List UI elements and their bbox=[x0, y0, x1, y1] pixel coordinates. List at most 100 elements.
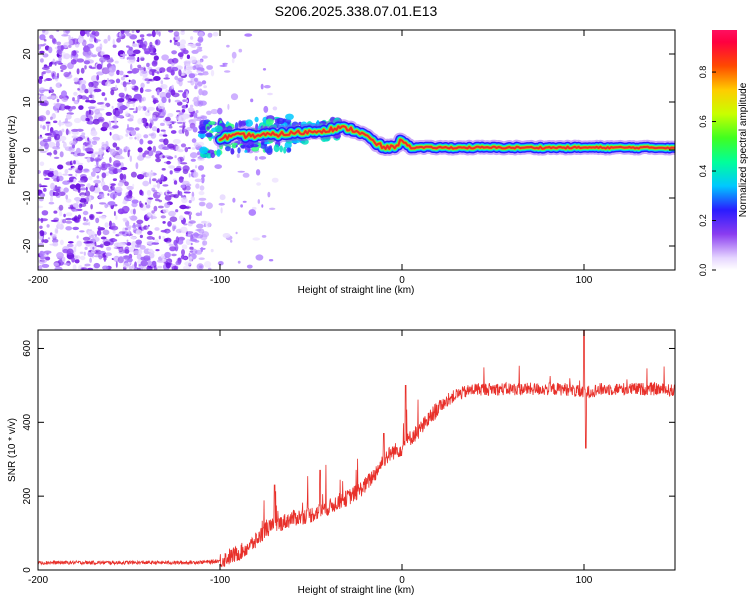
noise-dot bbox=[220, 207, 223, 214]
noise-dot bbox=[113, 246, 117, 249]
noise-dot bbox=[89, 99, 96, 104]
noise-dot bbox=[263, 85, 271, 89]
noise-dot bbox=[79, 79, 87, 85]
noise-dot bbox=[179, 215, 184, 221]
noise-dot bbox=[73, 77, 79, 83]
noise-dot bbox=[95, 211, 103, 214]
noise-dot bbox=[183, 60, 191, 65]
noise-dot bbox=[257, 199, 260, 204]
noise-dot bbox=[192, 65, 197, 70]
noise-dot bbox=[173, 31, 180, 37]
noise-dot bbox=[43, 187, 47, 192]
ridge-blob bbox=[245, 140, 255, 149]
noise-dot bbox=[217, 107, 223, 115]
noise-dot bbox=[193, 171, 199, 178]
noise-dot bbox=[56, 98, 60, 103]
noise-dot bbox=[158, 199, 163, 203]
noise-dot bbox=[141, 37, 145, 41]
noise-dot bbox=[198, 191, 205, 196]
noise-dot bbox=[196, 263, 204, 270]
noise-dot bbox=[79, 251, 84, 254]
ridge-blob bbox=[254, 116, 259, 123]
noise-dot bbox=[139, 87, 144, 94]
noise-dot bbox=[89, 185, 96, 192]
noise-dot bbox=[82, 236, 90, 241]
noise-dot bbox=[135, 244, 140, 248]
noise-dot bbox=[190, 236, 195, 239]
noise-dot bbox=[146, 204, 151, 209]
ridge-blob bbox=[316, 120, 320, 128]
noise-dot bbox=[134, 261, 137, 268]
noise-dot bbox=[181, 249, 185, 256]
noise-dot bbox=[157, 178, 161, 183]
noise-dot bbox=[101, 67, 110, 75]
noise-dot bbox=[38, 243, 45, 246]
noise-dot bbox=[115, 215, 118, 220]
noise-dot bbox=[138, 44, 142, 48]
noise-dot bbox=[87, 267, 94, 270]
noise-dot bbox=[59, 64, 67, 71]
noise-dot bbox=[127, 118, 134, 122]
noise-dot bbox=[61, 128, 65, 133]
noise-dot bbox=[130, 79, 136, 85]
noise-dot bbox=[204, 261, 212, 268]
noise-dot bbox=[261, 204, 264, 208]
noise-dot bbox=[141, 117, 148, 124]
noise-dot bbox=[195, 42, 202, 47]
noise-dot bbox=[84, 246, 88, 250]
noise-dot bbox=[141, 97, 144, 102]
noise-dot bbox=[76, 235, 79, 239]
noise-dot bbox=[180, 39, 186, 46]
noise-dot bbox=[116, 69, 120, 76]
noise-dot bbox=[151, 126, 158, 132]
noise-dot bbox=[91, 249, 96, 254]
noise-dot bbox=[38, 78, 43, 84]
noise-dot bbox=[177, 101, 183, 106]
snr-series-line bbox=[38, 330, 675, 568]
noise-dot bbox=[176, 110, 181, 113]
noise-dot bbox=[90, 171, 96, 177]
noise-dot bbox=[135, 229, 143, 235]
noise-dot bbox=[124, 86, 127, 92]
noise-dot bbox=[205, 202, 213, 209]
snr-ytick-label: 200 bbox=[22, 487, 33, 504]
noise-dot bbox=[166, 156, 174, 160]
noise-dot bbox=[151, 242, 160, 245]
ridge-blob bbox=[244, 149, 248, 153]
noise-dot bbox=[189, 104, 194, 108]
noise-dot bbox=[116, 168, 123, 173]
noise-dot bbox=[180, 30, 185, 36]
noise-dot bbox=[72, 203, 79, 208]
noise-dot bbox=[189, 238, 197, 242]
noise-dot bbox=[161, 54, 169, 61]
noise-dot bbox=[61, 34, 69, 37]
noise-dot bbox=[49, 151, 52, 157]
noise-dot bbox=[112, 230, 116, 234]
noise-dot bbox=[117, 98, 125, 103]
noise-dot bbox=[180, 184, 186, 189]
noise-dot bbox=[39, 161, 45, 167]
noise-dot bbox=[86, 157, 91, 163]
noise-dot bbox=[192, 30, 201, 33]
noise-dot bbox=[73, 56, 79, 60]
noise-dot bbox=[189, 56, 197, 64]
noise-dot bbox=[195, 212, 201, 217]
noise-dot bbox=[84, 263, 91, 267]
noise-dot bbox=[171, 57, 179, 64]
noise-dot bbox=[159, 92, 167, 97]
noise-dot bbox=[178, 176, 184, 183]
ridge-blob bbox=[291, 139, 301, 144]
noise-dot bbox=[39, 150, 47, 153]
noise-dot bbox=[177, 77, 184, 82]
noise-dot bbox=[100, 236, 107, 240]
noise-dot bbox=[115, 162, 122, 167]
noise-dot bbox=[55, 82, 62, 88]
noise-dot bbox=[128, 216, 132, 219]
noise-dot bbox=[91, 30, 96, 35]
noise-dot bbox=[178, 44, 186, 49]
noise-dot bbox=[182, 122, 186, 129]
snr-xtick-label: 100 bbox=[576, 575, 593, 586]
noise-dot bbox=[180, 143, 187, 148]
noise-dot bbox=[240, 204, 244, 208]
noise-dot bbox=[153, 191, 161, 199]
